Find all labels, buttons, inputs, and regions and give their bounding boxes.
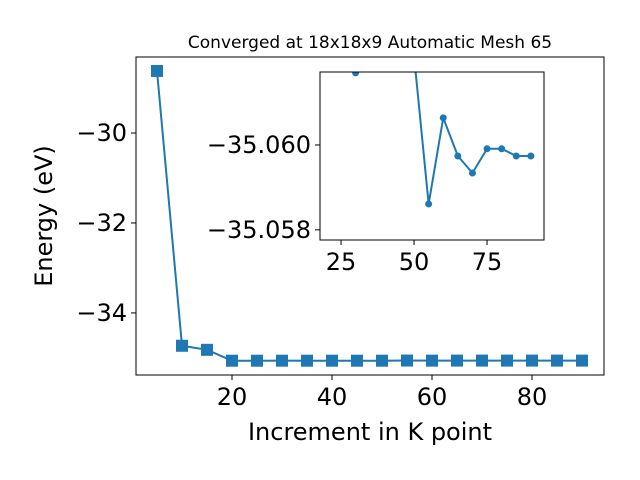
axes-frame	[135, 56, 605, 376]
x-tick-label: 50	[399, 248, 430, 276]
marker	[451, 354, 463, 367]
marker	[376, 354, 388, 367]
marker	[526, 354, 538, 367]
marker	[476, 354, 488, 367]
marker	[439, 114, 447, 122]
marker	[551, 354, 563, 367]
marker	[483, 145, 491, 153]
y-tick-label: −34	[76, 299, 127, 327]
marker	[201, 343, 213, 356]
marker	[454, 152, 462, 160]
marker	[326, 354, 338, 367]
marker	[251, 354, 263, 367]
plot-layer	[151, 64, 588, 367]
marker	[425, 200, 433, 208]
marker	[351, 354, 363, 367]
x-tick-label: 60	[417, 383, 448, 411]
marker	[301, 354, 313, 367]
y-tick-label: −30	[76, 119, 127, 147]
marker	[276, 354, 288, 367]
chart-title: Converged at 18x18x9 Automatic Mesh 65	[188, 33, 552, 53]
axes-frame	[319, 71, 545, 241]
marker	[226, 354, 238, 367]
marker	[527, 152, 535, 160]
y-axis-label: Energy (eV)	[30, 145, 58, 287]
y-tick-label: −35.058	[207, 216, 311, 244]
marker	[352, 72, 360, 77]
marker	[401, 354, 413, 367]
x-tick-label: 20	[217, 383, 248, 411]
x-tick-label: 40	[317, 383, 348, 411]
marker	[501, 354, 513, 367]
marker	[468, 169, 476, 177]
marker	[576, 354, 588, 367]
x-tick-label: 25	[326, 248, 357, 276]
marker	[151, 64, 163, 77]
x-axis-label: Increment in K point	[248, 418, 492, 446]
marker	[426, 354, 438, 367]
plot-area	[320, 72, 544, 240]
marker	[512, 152, 520, 160]
x-tick-label: 75	[472, 248, 503, 276]
y-tick-label: −32	[76, 209, 127, 237]
plot-layer	[352, 72, 535, 208]
y-tick-label: −35.060	[207, 131, 311, 159]
marker	[498, 145, 506, 153]
x-tick-label: 80	[517, 383, 548, 411]
marker	[176, 339, 188, 352]
